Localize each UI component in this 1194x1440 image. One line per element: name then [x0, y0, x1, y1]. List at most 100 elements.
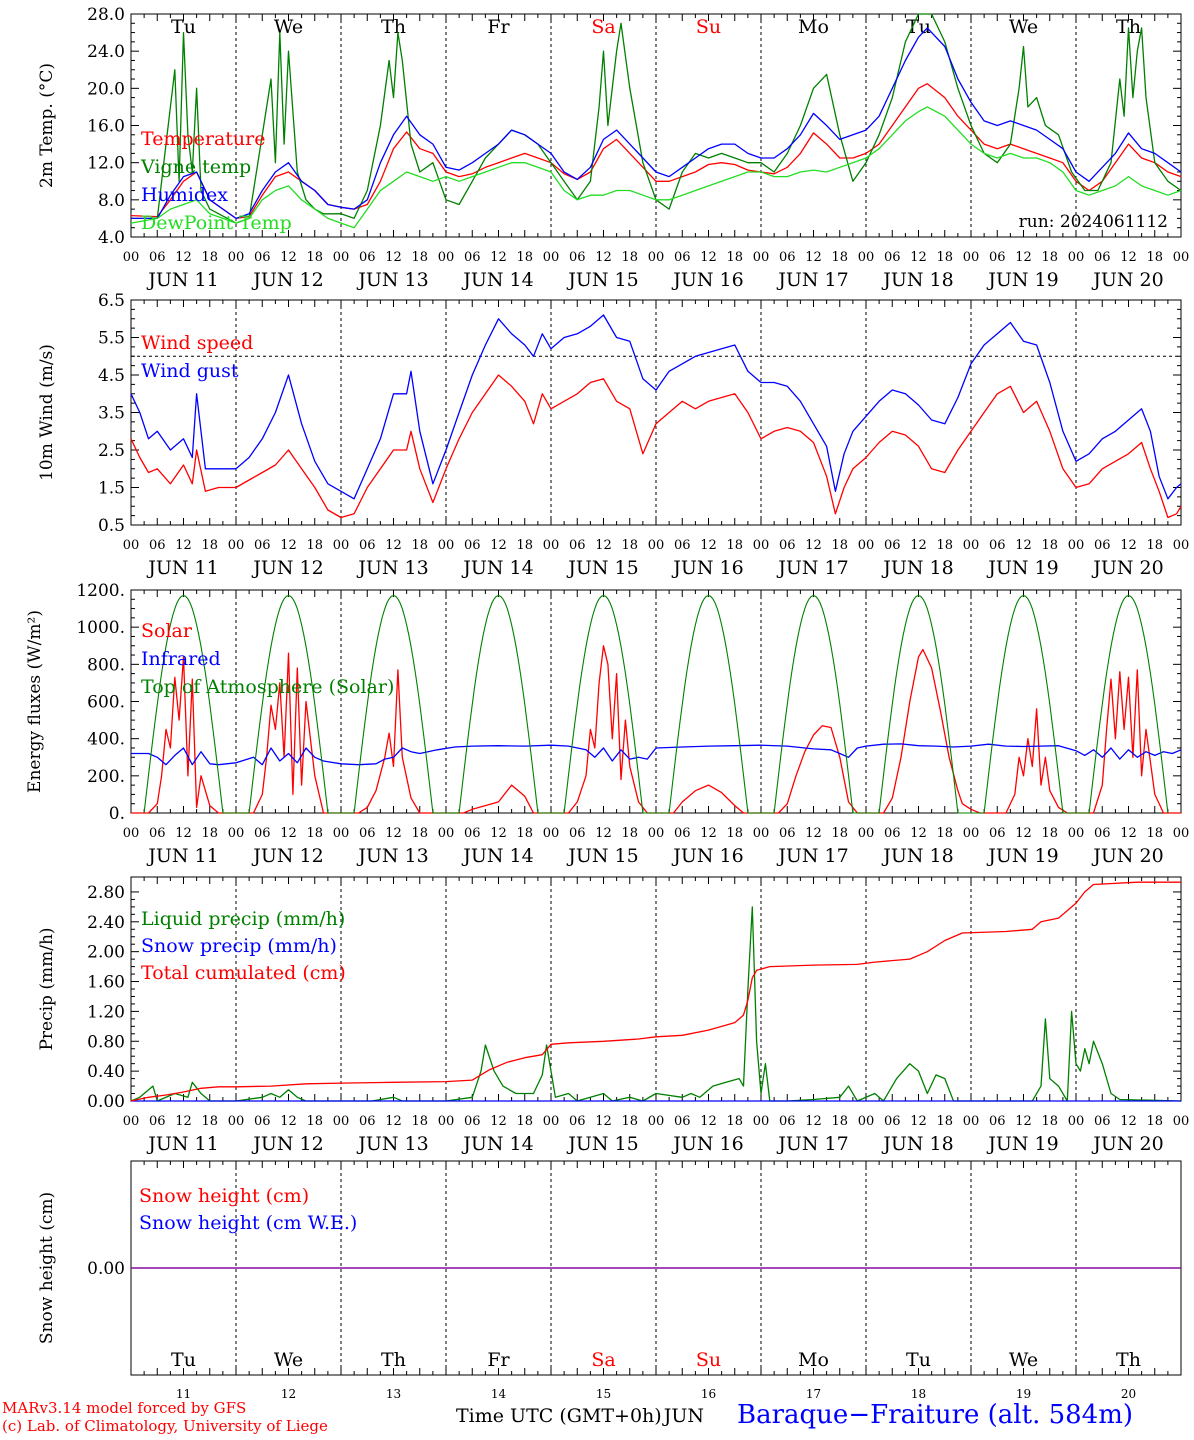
- hour-label: 06: [779, 1114, 796, 1129]
- hour-label: 12: [700, 1114, 717, 1129]
- hour-label: 12: [280, 1114, 297, 1129]
- hour-label: 00: [753, 250, 770, 265]
- hour-label: 00: [228, 1114, 245, 1129]
- hour-label: 06: [884, 826, 901, 841]
- hour-label: 12: [385, 826, 402, 841]
- y-tick-label: 20.0: [87, 79, 125, 99]
- hour-label: 18: [936, 250, 953, 265]
- hour-label: 12: [700, 538, 717, 553]
- date-label: JUN 15: [566, 1133, 638, 1155]
- day-abbr: Sa: [591, 1349, 615, 1371]
- date-label: JUN 20: [1091, 269, 1163, 291]
- hour-label: 12: [595, 1114, 612, 1129]
- y-tick-label: 2.80: [87, 883, 125, 903]
- snow-ylabel: Snow height (cm): [37, 1192, 57, 1344]
- time-axis-label: Time UTC (GMT+0h) JUN: [456, 1405, 704, 1427]
- hour-label: 00: [963, 538, 980, 553]
- hour-label: 18: [831, 250, 848, 265]
- day-abbr: We: [1009, 16, 1038, 38]
- legend-entry: Vigne temp: [140, 156, 251, 178]
- y-tick-label: 0.80: [87, 1032, 125, 1052]
- copyright-label: (c) Lab. of Climatology, University of L…: [2, 1417, 328, 1435]
- hour-label: 18: [936, 538, 953, 553]
- hour-label: 00: [1068, 250, 1085, 265]
- y-tick-label: 4.5: [98, 366, 125, 386]
- hour-label: 12: [280, 826, 297, 841]
- hour-label: 06: [1094, 1114, 1111, 1129]
- hour-label: 00: [543, 538, 560, 553]
- hour-label: 12: [175, 250, 192, 265]
- date-label: JUN 20: [1091, 557, 1163, 579]
- day-abbr: Th: [1116, 16, 1141, 38]
- date-label: JUN 13: [356, 845, 428, 867]
- hour-label: 06: [254, 826, 271, 841]
- hour-label: 18: [726, 538, 743, 553]
- hour-label: 06: [569, 826, 586, 841]
- temp-ylabel: 2m Temp. (°C): [37, 63, 57, 188]
- day-abbr: Th: [1116, 1349, 1141, 1371]
- hour-label: 06: [674, 1114, 691, 1129]
- hour-label: 06: [779, 538, 796, 553]
- wind-ylabel: 10m Wind (m/s): [37, 344, 57, 481]
- hour-label: 18: [1146, 250, 1163, 265]
- hour-label: 18: [726, 826, 743, 841]
- y-tick-label: 200.: [87, 767, 125, 787]
- legend-entry: Wind speed: [141, 332, 253, 354]
- hour-label: 12: [910, 250, 927, 265]
- hour-label: 12: [1120, 1114, 1137, 1129]
- hour-label: 00: [543, 826, 560, 841]
- day-abbr: Tu: [171, 16, 196, 38]
- hour-label: 18: [306, 826, 323, 841]
- date-label: JUN 11: [146, 845, 218, 867]
- hour-label: 06: [464, 538, 481, 553]
- date-label: JUN 13: [356, 557, 428, 579]
- day-number: 12: [281, 1387, 296, 1401]
- series-wind-gust: [130, 314, 1182, 500]
- hour-label: 06: [779, 250, 796, 265]
- hour-label: 06: [569, 250, 586, 265]
- hour-label: 00: [333, 826, 350, 841]
- y-tick-label: 1.20: [87, 1002, 125, 1022]
- date-label: JUN 12: [251, 269, 323, 291]
- hour-label: 06: [359, 1114, 376, 1129]
- hour-label: 18: [201, 250, 218, 265]
- y-tick-label: 1000.: [76, 618, 125, 638]
- panel-snow: 0.00 Snow height (cm) Tu We Th Fr Sa Su Mo Tu We Th…: [37, 1160, 1182, 1376]
- hour-label: 00: [438, 538, 455, 553]
- date-label: JUN 16: [671, 845, 743, 867]
- legend-entry: Wind gust: [141, 360, 239, 382]
- hour-label: 18: [831, 1114, 848, 1129]
- day-abbr: Mo: [798, 1349, 829, 1371]
- hour-label: 00: [963, 826, 980, 841]
- hour-label: 12: [700, 826, 717, 841]
- hour-label: 12: [805, 538, 822, 553]
- day-number: 14: [491, 1387, 507, 1401]
- hour-label: 06: [674, 250, 691, 265]
- day-abbr: Fr: [487, 16, 510, 38]
- hour-label: 12: [490, 538, 507, 553]
- hour-label: 18: [201, 1114, 218, 1129]
- hour-label: 06: [989, 250, 1006, 265]
- hour-label: 06: [1094, 538, 1111, 553]
- hour-label: 18: [726, 250, 743, 265]
- panel-temp: 4.0 8.0 12.0 16.0 20.0 24.0 28.0 2m Temp. (°C) 0…: [37, 5, 1189, 291]
- date-label: JUN 12: [251, 1133, 323, 1155]
- hour-label: 00: [543, 1114, 560, 1129]
- hour-label: 00: [438, 1114, 455, 1129]
- date-label: JUN 19: [986, 557, 1058, 579]
- hour-label: 12: [805, 250, 822, 265]
- date-label: JUN 15: [566, 557, 638, 579]
- y-tick-label: 1200.: [76, 581, 125, 601]
- model-credit: MARv3.14 model forced by GFS (c) Lab. of…: [2, 1399, 328, 1435]
- hour-label: 00: [963, 1114, 980, 1129]
- day-abbr: Mo: [798, 16, 829, 38]
- hour-label: 12: [595, 826, 612, 841]
- hour-label: 00: [963, 250, 980, 265]
- legend-entry: Snow height (cm W.E.): [139, 1212, 357, 1234]
- hour-label: 18: [1041, 250, 1058, 265]
- day-number: 13: [386, 1387, 401, 1401]
- model-label: MARv3.14 model forced by GFS: [2, 1399, 247, 1417]
- hour-label: 12: [175, 538, 192, 553]
- date-label: JUN 19: [986, 269, 1058, 291]
- hour-label: 06: [884, 250, 901, 265]
